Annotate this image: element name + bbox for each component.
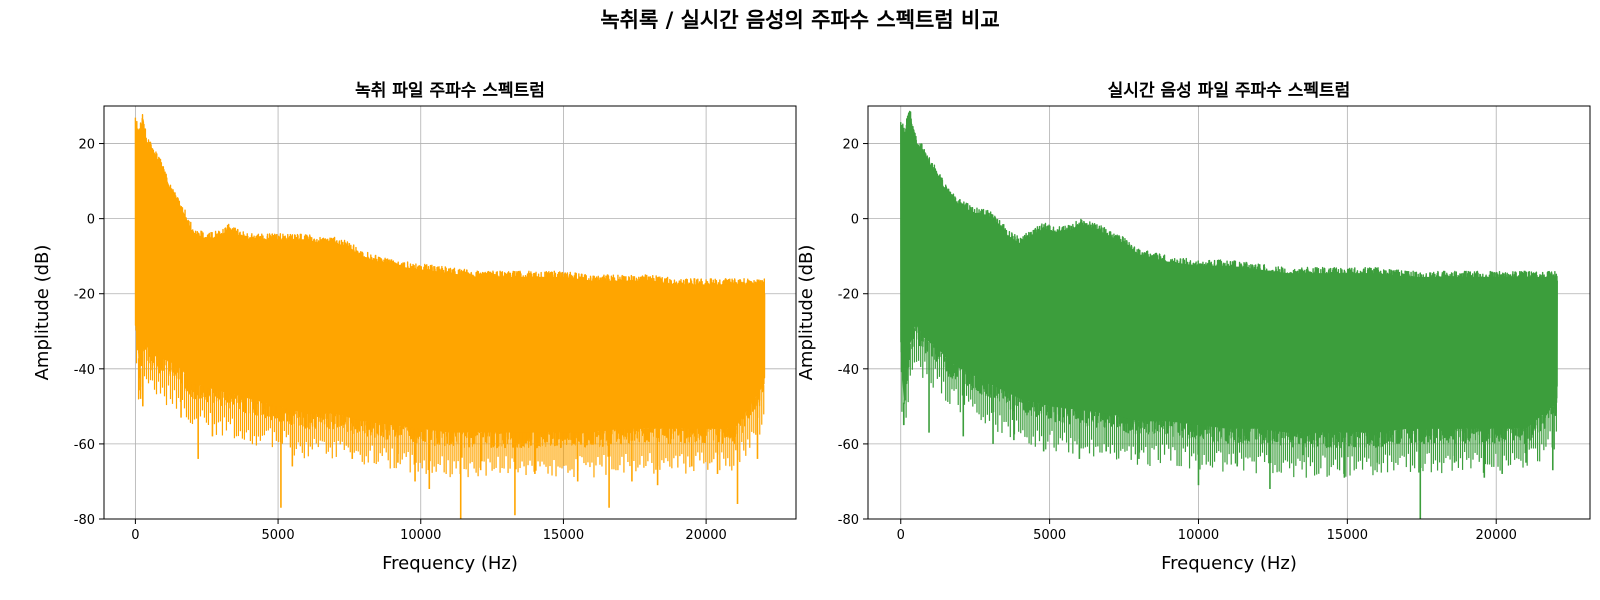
axes-frame-realtime [867, 105, 1591, 520]
spectrum-series-recorded [134, 114, 766, 519]
y-tick-label--60: -60 [838, 438, 859, 453]
y-tick-label-0: 0 [851, 213, 859, 228]
y-tick-label-20: 20 [842, 138, 859, 153]
y-tick-label--60: -60 [74, 438, 95, 453]
spectrum-body-realtime [900, 111, 1558, 433]
spectrum-plot-recorded: 0 5000 10000 15000 20000 -80 -60 -40 -20 0 20 녹취 파일… [32, 80, 797, 574]
x-axis-label-recorded: Frequency (Hz) [382, 553, 518, 574]
x-tick-label-0: 0 [131, 528, 139, 543]
y-axis-label-realtime: Amplitude (dB) [796, 245, 817, 381]
x-tick-label-5000: 5000 [262, 528, 295, 543]
x-tick-label-20000: 20000 [685, 528, 726, 543]
y-tick-label--80: -80 [838, 513, 859, 528]
figure-suptitle: 녹취록 / 실시간 음성의 주파수 스펙트럼 비교 [600, 8, 999, 32]
spectrum-body-recorded [135, 115, 765, 433]
x-tick-label-15000: 15000 [543, 528, 584, 543]
y-tick-label-20: 20 [78, 138, 95, 153]
spectrum-plot-realtime: 0 5000 10000 15000 20000 -80 -60 -40 -20 0 20 실시간 음… [796, 81, 1591, 574]
x-tick-label-0: 0 [897, 528, 905, 543]
x-tick-label-20000: 20000 [1476, 528, 1517, 543]
y-tick-label--20: -20 [838, 288, 859, 303]
y-tick-label--80: -80 [74, 513, 95, 528]
chart-title-recorded: 녹취 파일 주파수 스펙트럼 [355, 80, 545, 101]
y-tick-label--40: -40 [838, 363, 859, 378]
y-tick-label--40: -40 [74, 363, 95, 378]
x-axis-label-realtime: Frequency (Hz) [1161, 553, 1297, 574]
x-tick-label-15000: 15000 [1327, 528, 1368, 543]
chart-title-realtime: 실시간 음성 파일 주파수 스펙트럼 [1108, 81, 1351, 101]
y-tick-label-0: 0 [87, 213, 95, 228]
y-axis-label-recorded: Amplitude (dB) [32, 245, 53, 381]
axes-frame-recorded [103, 105, 797, 520]
y-tick-label--20: -20 [74, 288, 95, 303]
x-tick-label-10000: 10000 [400, 528, 441, 543]
spectrum-series-realtime [900, 110, 1558, 519]
x-tick-label-5000: 5000 [1033, 528, 1066, 543]
x-tick-label-10000: 10000 [1178, 528, 1219, 543]
